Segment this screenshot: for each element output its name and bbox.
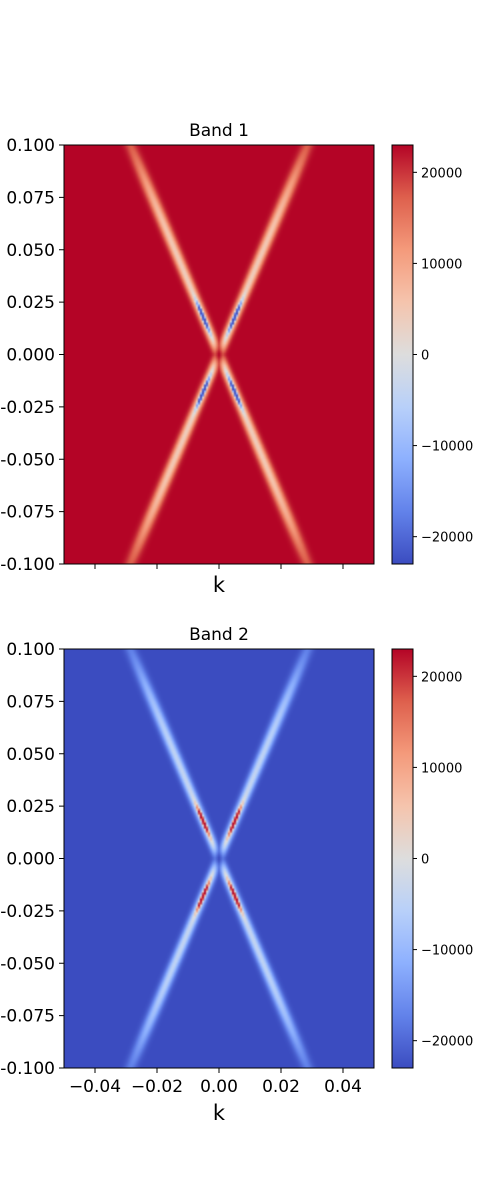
colorbar-tick-label: −10000 (421, 440, 473, 455)
chart-title: Band 2 (189, 625, 249, 645)
heatmap-image (64, 649, 374, 1068)
x-axis-label: k (213, 1101, 226, 1125)
colorbar (391, 648, 414, 1069)
colorbar-tick-label: 20000 (421, 166, 462, 181)
y-tick-label: -0.050 (0, 450, 55, 470)
y-tick-label: 0.075 (6, 692, 55, 712)
x-axis-label: k (213, 573, 226, 597)
y-tick-label: -0.075 (0, 503, 55, 523)
x-tick-label: −0.04 (69, 1077, 121, 1097)
y-tick-label: -0.100 (0, 555, 55, 575)
y-tick-label: -0.025 (0, 902, 55, 922)
colorbar-tick-label: 10000 (421, 257, 462, 272)
panel-band-2 (59, 648, 417, 1073)
colorbar-tick-label: −10000 (421, 944, 473, 959)
y-tick-label: -0.025 (0, 398, 55, 418)
chart-title: Band 1 (189, 121, 249, 141)
x-tick-label: 0.04 (324, 1077, 362, 1097)
x-tick-label: 0.00 (200, 1077, 238, 1097)
colorbar-tick-label: 20000 (421, 670, 462, 685)
colorbar-tick-label: −20000 (421, 1035, 473, 1050)
colorbar-tick-label: 0 (421, 853, 429, 868)
colorbar-tick-label: −20000 (421, 531, 473, 546)
y-tick-label: 0.050 (6, 241, 55, 261)
x-tick-label: 0.02 (262, 1077, 300, 1097)
y-tick-label: -0.050 (0, 954, 55, 974)
y-tick-label: -0.075 (0, 1007, 55, 1027)
y-tick-label: 0.050 (6, 745, 55, 765)
y-tick-label: 0.100 (6, 640, 55, 660)
y-tick-label: 0.000 (6, 850, 55, 870)
heatmap-image (64, 145, 374, 564)
panel-band-1 (59, 144, 417, 569)
y-tick-label: 0.000 (6, 346, 55, 366)
y-tick-label: 0.100 (6, 136, 55, 156)
y-tick-label: 0.025 (6, 797, 55, 817)
colorbar-tick-label: 0 (421, 349, 429, 364)
y-tick-label: -0.100 (0, 1059, 55, 1079)
x-tick-label: −0.02 (131, 1077, 183, 1097)
y-tick-label: 0.025 (6, 293, 55, 313)
colorbar (391, 144, 414, 565)
colorbar-tick-label: 10000 (421, 761, 462, 776)
y-tick-label: 0.075 (6, 188, 55, 208)
